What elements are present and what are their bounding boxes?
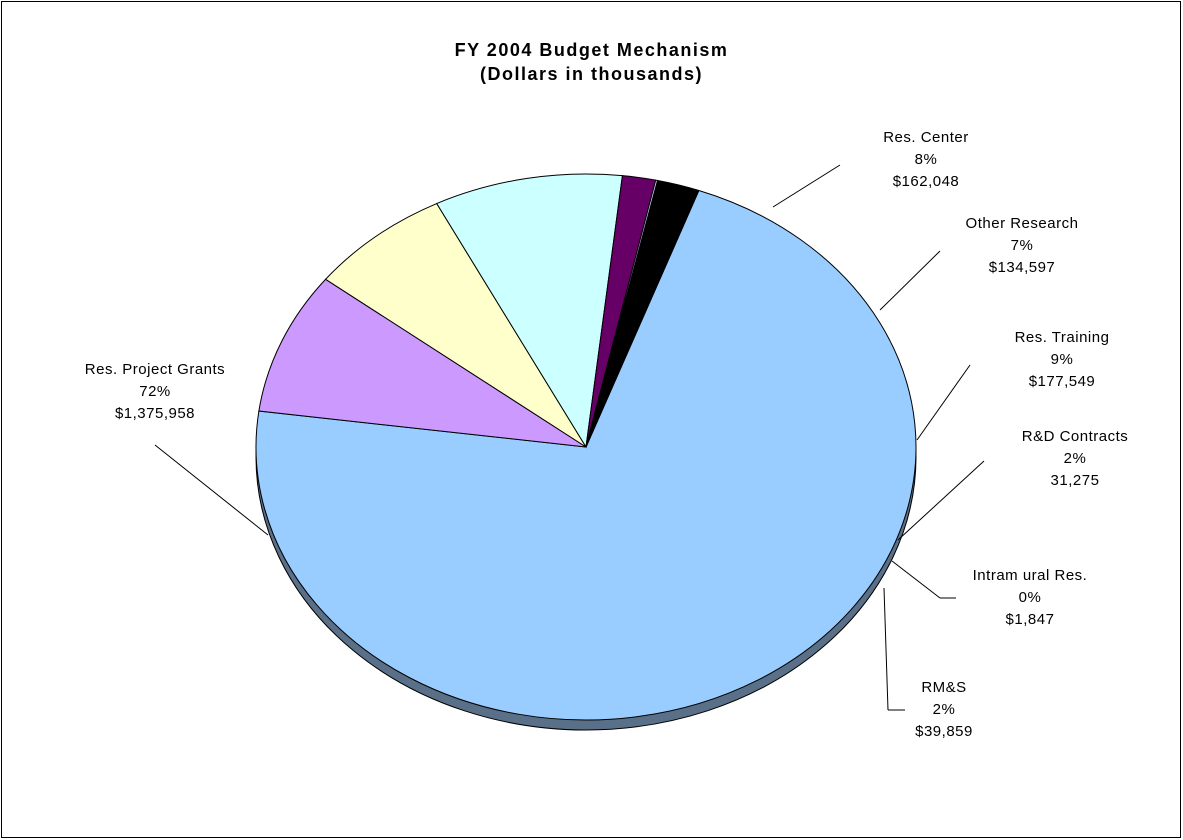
leader-line-rm-s — [883, 587, 889, 711]
pie-slice-res-project-grants — [255, 189, 917, 721]
slice-label-name: Other Research — [966, 215, 1079, 232]
pie-slice-res-center — [258, 278, 587, 448]
slice-label-amount: $134,597 — [989, 259, 1056, 276]
leader-line-other-research — [879, 250, 941, 311]
slice-label-amount: $162,048 — [893, 173, 960, 190]
chart-subtitle: (Dollars in thousands) — [479, 64, 703, 84]
slice-label-rm-s: RM&S 2% $39,859 — [915, 679, 973, 740]
slice-label-other-research: Other Research 7% $134,597 — [966, 215, 1079, 276]
slice-label-percent: 72% — [139, 383, 171, 400]
slice-label-intram-ural-res: Intram ural Res. 0% $1,847 — [973, 567, 1088, 628]
pie-slice-rm-s — [585, 179, 700, 448]
slice-label-name: Res. Center — [883, 129, 969, 146]
leader-line-r-d-contracts — [897, 460, 985, 541]
slice-label-percent: 0% — [1019, 589, 1042, 606]
chart-title: FY 2004 Budget Mechanism — [454, 40, 729, 60]
slice-label-amount: 31,275 — [1051, 472, 1100, 489]
slice-label-name: R&D Contracts — [1022, 428, 1129, 445]
leader-line-res-project-grants — [154, 444, 269, 536]
slice-label-name: RM&S — [921, 679, 966, 696]
slice-label-percent: 8% — [915, 151, 938, 168]
slice-label-name: Intram ural Res. — [973, 567, 1088, 584]
slice-label-amount: $39,859 — [915, 723, 973, 740]
slice-label-r-d-contracts: R&D Contracts 2% 31,275 — [1022, 428, 1129, 489]
slice-label-name: Res. Project Grants — [85, 361, 225, 378]
slice-label-amount: $1,375,958 — [115, 405, 195, 422]
pie-slice-other-research — [324, 202, 587, 448]
leader-line-res-training — [916, 364, 971, 441]
slice-label-percent: 9% — [1051, 351, 1074, 368]
slice-label-res-project-grants: Res. Project Grants 72% $1,375,958 — [85, 361, 225, 422]
slice-label-amount: $177,549 — [1029, 373, 1096, 390]
slice-label-percent: 2% — [1064, 450, 1087, 467]
slice-label-res-training: Res. Training 9% $177,549 — [1015, 329, 1110, 390]
slice-label-percent: 2% — [933, 701, 956, 718]
pie-slice-res-training — [435, 173, 623, 449]
leader-line-intram-ural-res — [891, 560, 941, 599]
slice-label-percent: 7% — [1011, 237, 1034, 254]
slice-label-amount: $1,847 — [1006, 611, 1055, 628]
leader-line-res-center — [772, 164, 841, 208]
slice-label-res-center: Res. Center 8% $162,048 — [883, 129, 969, 190]
slice-label-name: Res. Training — [1015, 329, 1110, 346]
